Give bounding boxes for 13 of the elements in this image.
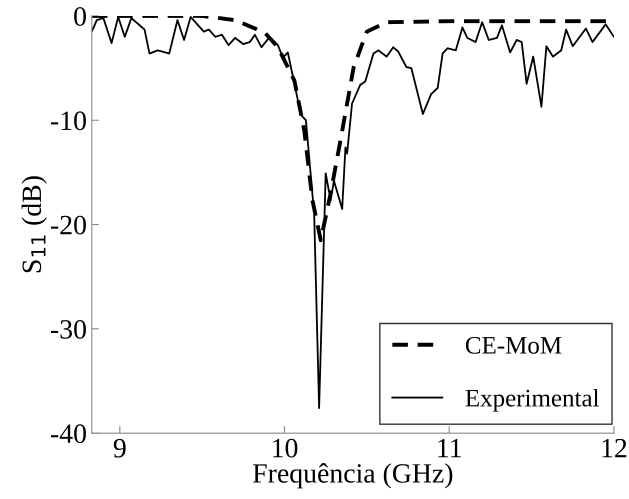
legend-label: Experimental	[466, 388, 600, 412]
y-tick-label: -30	[50, 320, 86, 339]
y-axis-title: S$_{11}$ (dB)	[22, 176, 47, 272]
x-axis-title: Frequência (GHz)	[253, 463, 452, 488]
legend-label: CE-MoM	[466, 336, 562, 354]
x-tick-label: 10	[273, 438, 298, 458]
x-tick-label: 9	[114, 438, 126, 458]
y-tick-label: -40	[50, 424, 86, 444]
y-tick-label: -10	[50, 111, 86, 130]
x-tick-label: 12	[602, 438, 626, 458]
y-tick-label: 0	[74, 7, 86, 26]
x-tick-label: 11	[438, 438, 461, 458]
y-tick-label: -20	[50, 216, 86, 234]
